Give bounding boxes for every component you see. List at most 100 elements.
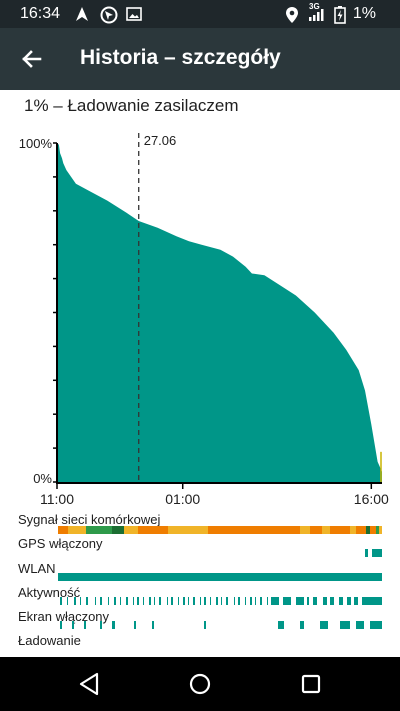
nav-back-button[interactable] bbox=[75, 669, 105, 699]
screen-on-segment bbox=[356, 621, 364, 629]
date-marker-label: 27.06 bbox=[144, 133, 177, 148]
signal-segment bbox=[376, 526, 379, 534]
battery-level-area bbox=[57, 143, 382, 482]
activity-segment bbox=[238, 597, 240, 605]
status-bar: 16:34 3G 1% bbox=[0, 0, 400, 28]
battery-history-chart: 100% 0% 11:00 01:00 16:00 27.06 bbox=[19, 133, 389, 507]
activity-segment bbox=[107, 597, 109, 605]
screen-on-segment bbox=[278, 621, 284, 629]
signal-segment bbox=[370, 526, 376, 534]
activity-segment bbox=[312, 597, 317, 605]
image-icon bbox=[126, 7, 142, 21]
activity-segment bbox=[132, 597, 134, 605]
activity-segment bbox=[149, 597, 151, 605]
signal-segment bbox=[379, 526, 382, 534]
arrow-left-icon bbox=[22, 50, 42, 68]
signal-segment bbox=[112, 526, 124, 534]
activity-segment bbox=[142, 597, 144, 605]
activity-segment bbox=[338, 597, 343, 605]
activity-segment bbox=[187, 597, 189, 605]
nav-home-button[interactable] bbox=[185, 669, 215, 699]
back-button[interactable] bbox=[14, 44, 48, 74]
signal-segment bbox=[208, 526, 230, 534]
app-bar: Historia – szczegóły bbox=[0, 28, 400, 90]
activity-segment bbox=[159, 597, 161, 605]
activity-segment bbox=[193, 597, 195, 605]
screen-on-segment bbox=[84, 621, 86, 629]
activity-segment bbox=[204, 597, 206, 605]
activity-segment bbox=[362, 597, 382, 605]
activity-segment bbox=[296, 597, 304, 605]
nav-recents-icon bbox=[301, 674, 321, 694]
signal-segment bbox=[86, 526, 112, 534]
activity-segment bbox=[153, 597, 155, 605]
activity-segment bbox=[226, 597, 228, 605]
location-pin-icon bbox=[286, 7, 298, 23]
signal-segment bbox=[356, 526, 366, 534]
screen-on-segment bbox=[60, 621, 62, 629]
signal-segment bbox=[366, 526, 370, 534]
signal-segment bbox=[270, 526, 300, 534]
signal-segment bbox=[330, 526, 350, 534]
activity-segment bbox=[137, 597, 139, 605]
timeline-label: GPS włączony bbox=[18, 536, 103, 551]
y-tick-label: 0% bbox=[33, 471, 52, 486]
screen-on-segment bbox=[72, 621, 74, 629]
activity-segment bbox=[171, 597, 173, 605]
screen-on-segment bbox=[112, 621, 115, 629]
timeline-label: Sygnał sieci komórkowej bbox=[18, 512, 161, 527]
activity-segment bbox=[66, 597, 68, 605]
timeline-label: Ładowanie bbox=[18, 633, 81, 648]
activity-segment bbox=[216, 597, 218, 605]
signal-segment bbox=[322, 526, 330, 534]
activity-segment bbox=[244, 597, 246, 605]
gps-segment bbox=[372, 549, 382, 557]
signal-segment bbox=[350, 526, 356, 534]
signal-segment bbox=[138, 526, 168, 534]
screen-on-segment bbox=[320, 621, 328, 629]
activity-segment bbox=[271, 597, 279, 605]
y-tick-label: 100% bbox=[19, 136, 53, 151]
activity-segment bbox=[183, 597, 185, 605]
signal-segment bbox=[230, 526, 270, 534]
screen-on-segment bbox=[370, 621, 382, 629]
activity-segment bbox=[60, 597, 62, 605]
page-title: Historia – szczegóły bbox=[80, 46, 281, 69]
navigation-bar bbox=[0, 657, 400, 711]
activity-segment bbox=[260, 597, 262, 605]
signal-segment bbox=[68, 526, 86, 534]
x-tick-label: 11:00 bbox=[40, 491, 74, 507]
gps-segment bbox=[365, 549, 368, 557]
nav-back-icon bbox=[79, 672, 99, 696]
nav-recents-button[interactable] bbox=[296, 669, 326, 699]
activity-segment bbox=[166, 597, 168, 605]
signal-segment bbox=[310, 526, 322, 534]
signal-icon bbox=[309, 9, 324, 21]
activity-segment bbox=[126, 597, 128, 605]
activity-segment bbox=[307, 597, 309, 605]
activity-segment bbox=[177, 597, 179, 605]
wlan-segment bbox=[58, 573, 382, 581]
activity-segment bbox=[86, 597, 88, 605]
activity-segment bbox=[322, 597, 327, 605]
network-type-label: 3G bbox=[309, 2, 320, 11]
screen-on-segment bbox=[204, 621, 206, 629]
activity-segment bbox=[220, 597, 222, 605]
battery-icon bbox=[334, 6, 346, 24]
activity-segment bbox=[94, 597, 96, 605]
activity-segment bbox=[250, 597, 252, 605]
activity-segment bbox=[266, 597, 268, 605]
screen-on-segment bbox=[340, 621, 350, 629]
activity-segment bbox=[233, 597, 235, 605]
screen-on-segment bbox=[300, 621, 304, 629]
signal-segment bbox=[168, 526, 208, 534]
status-time: 16:34 bbox=[20, 5, 61, 22]
location-app-icon bbox=[100, 6, 118, 24]
timeline-label: WLAN bbox=[18, 561, 56, 576]
navigation-icon bbox=[76, 7, 88, 21]
activity-segment bbox=[353, 597, 358, 605]
activity-segment bbox=[254, 597, 256, 605]
activity-segment bbox=[199, 597, 201, 605]
battery-percent: 1% bbox=[352, 5, 376, 22]
screen-on-segment bbox=[152, 621, 154, 629]
